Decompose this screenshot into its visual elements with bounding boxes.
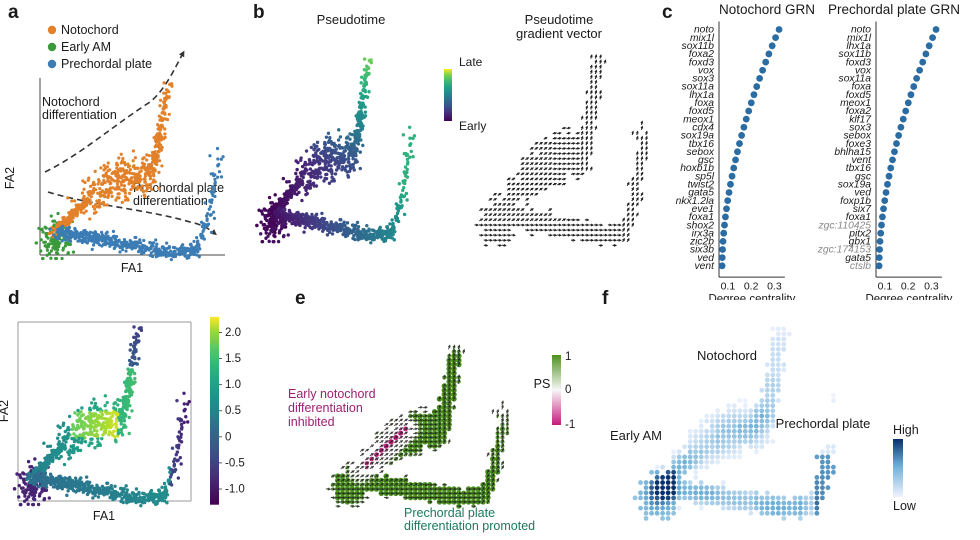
svg-text:Notochord GRN: Notochord GRN	[719, 2, 815, 17]
svg-text:0: 0	[565, 384, 571, 396]
svg-text:Late: Late	[459, 55, 483, 69]
svg-text:differentiation promoted: differentiation promoted	[404, 519, 535, 533]
svg-text:Notochord: Notochord	[61, 23, 119, 37]
svg-text:Early notochord: Early notochord	[288, 387, 376, 401]
svg-text:-1.0: -1.0	[225, 484, 245, 496]
svg-text:Prechordal plate: Prechordal plate	[404, 506, 495, 520]
svg-text:ctslb: ctslb	[850, 261, 871, 272]
svg-text:differentiation: differentiation	[42, 108, 117, 122]
svg-text:-0.5: -0.5	[225, 457, 245, 469]
svg-text:FA2: FA2	[3, 167, 17, 189]
svg-text:Pseudotime: Pseudotime	[525, 12, 594, 27]
svg-text:Pseudotime: Pseudotime	[317, 12, 386, 27]
svg-text:Prechordal plate GRN: Prechordal plate GRN	[828, 2, 960, 17]
svg-text:FA1: FA1	[93, 509, 115, 523]
svg-text:FA1: FA1	[121, 261, 143, 275]
svg-text:0: 0	[225, 431, 231, 443]
svg-text:2.0: 2.0	[225, 327, 241, 339]
svg-text:1.0: 1.0	[225, 379, 241, 391]
svg-text:1.5: 1.5	[225, 353, 241, 365]
svg-text:Early: Early	[459, 119, 486, 133]
svg-text:FA2: FA2	[0, 400, 11, 422]
svg-text:differentiation: differentiation	[288, 401, 363, 415]
svg-text:Early AM: Early AM	[61, 40, 111, 54]
svg-text:Prechordal plate: Prechordal plate	[61, 57, 152, 71]
svg-text:inhibited: inhibited	[288, 415, 335, 429]
svg-text:Notochord: Notochord	[42, 95, 100, 109]
svg-text:PS: PS	[534, 377, 551, 391]
svg-text:0.5: 0.5	[225, 405, 241, 417]
svg-text:1: 1	[565, 351, 571, 363]
svg-text:gradient vector: gradient vector	[516, 26, 603, 41]
svg-text:-1: -1	[565, 419, 575, 431]
svg-text:vent: vent	[695, 261, 716, 272]
